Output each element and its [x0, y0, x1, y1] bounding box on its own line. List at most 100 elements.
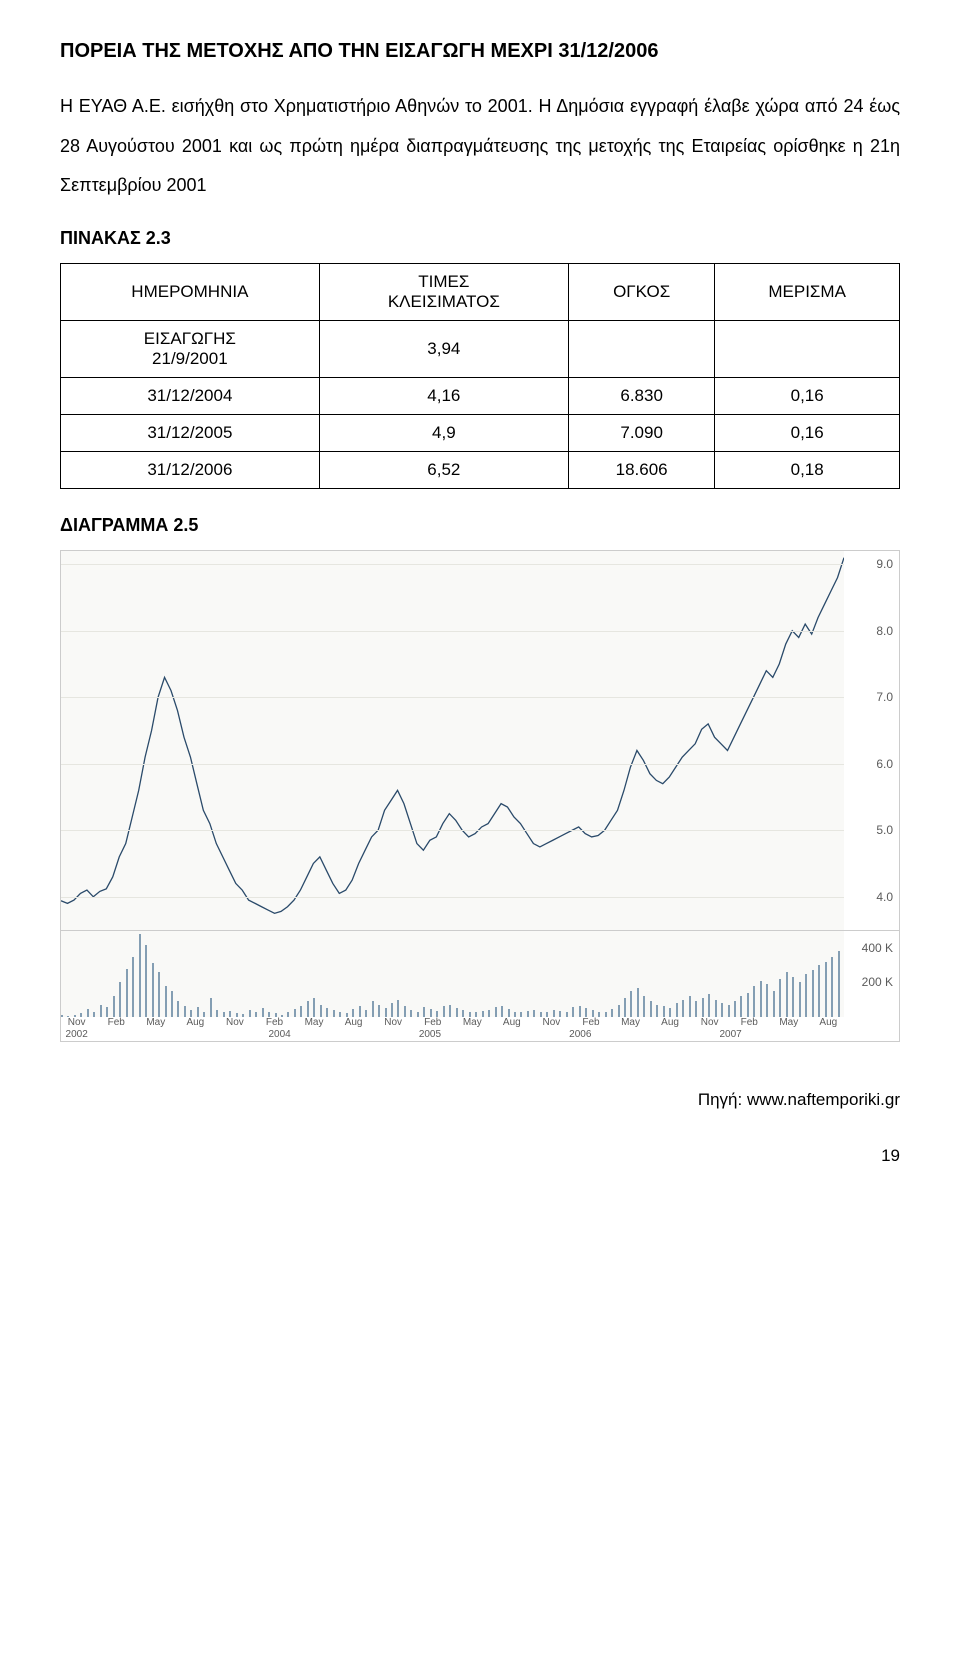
volume-bar	[799, 982, 801, 1016]
volume-bar	[579, 1006, 581, 1017]
volume-bar	[838, 951, 840, 1016]
volume-bar	[216, 1010, 218, 1017]
table-cell: 0,16	[715, 377, 900, 414]
table-cell: 18.606	[568, 451, 714, 488]
xaxis-month: Feb	[108, 1017, 125, 1028]
volume-bar	[734, 1001, 736, 1016]
volume-bar	[825, 962, 827, 1017]
data-table: ΗΜΕΡΟΜΗΝΙΑΤΙΜΕΣΚΛΕΙΣΙΜΑΤΟΣΟΓΚΟΣΜΕΡΙΣΜΑ Ε…	[60, 263, 900, 489]
volume-bar	[508, 1009, 510, 1017]
volume-bar	[592, 1010, 594, 1017]
xaxis-month: Nov	[542, 1017, 560, 1028]
volume-bar	[391, 1003, 393, 1017]
volume-bar	[760, 981, 762, 1017]
volume-bar	[611, 1009, 613, 1017]
table-cell: 4,9	[319, 414, 568, 451]
volume-bar	[87, 1009, 89, 1017]
volume-bar	[443, 1006, 445, 1016]
volume-bar	[624, 998, 626, 1017]
table-cell: 6.830	[568, 377, 714, 414]
volume-bar	[792, 977, 794, 1017]
volume-bar	[365, 1010, 367, 1017]
table-cell: 6,52	[319, 451, 568, 488]
table-row: 31/12/20044,166.8300,16	[61, 377, 900, 414]
volume-bar	[682, 1000, 684, 1017]
volume-bar	[397, 1000, 399, 1017]
volume-bar	[326, 1008, 328, 1017]
volume-bar	[689, 996, 691, 1017]
price-ytick: 4.0	[876, 890, 893, 904]
volume-bar	[177, 1001, 179, 1016]
volume-bar	[831, 957, 833, 1017]
xaxis-month: May	[621, 1017, 640, 1028]
volume-ytick: 200 K	[862, 975, 893, 989]
price-chart: 4.05.06.07.08.09.0	[61, 551, 899, 931]
volume-bar	[385, 1008, 387, 1017]
volume-bar	[643, 996, 645, 1017]
xaxis-month: Feb	[741, 1017, 758, 1028]
volume-bar	[158, 972, 160, 1017]
table-cell: 0,18	[715, 451, 900, 488]
xaxis-month: May	[463, 1017, 482, 1028]
volume-bar	[372, 1001, 374, 1016]
volume-bar	[152, 963, 154, 1016]
volume-bar	[779, 979, 781, 1017]
volume-bar	[132, 957, 134, 1017]
xaxis-month: Nov	[701, 1017, 719, 1028]
volume-ytick: 400 K	[862, 941, 893, 955]
xaxis-year: 2005	[419, 1029, 441, 1040]
volume-bar	[165, 986, 167, 1017]
volume-bar	[190, 1010, 192, 1017]
table-header: ΤΙΜΕΣΚΛΕΙΣΙΜΑΤΟΣ	[319, 263, 568, 320]
volume-bar	[184, 1006, 186, 1016]
volume-bar	[572, 1007, 574, 1016]
volume-bar	[650, 1001, 652, 1016]
volume-bar	[320, 1005, 322, 1017]
volume-bar	[197, 1007, 199, 1016]
volume-bar	[145, 945, 147, 1017]
xaxis-month: Nov	[68, 1017, 86, 1028]
xaxis-year: 2002	[66, 1029, 88, 1040]
chart-source: Πηγή: www.naftemporiki.gr	[60, 1090, 900, 1110]
price-ytick: 9.0	[876, 557, 893, 571]
diagram-label: ΔΙΑΓΡΑΜΜΑ 2.5	[60, 515, 900, 536]
table-header: ΜΕΡΙΣΜΑ	[715, 263, 900, 320]
volume-bar	[637, 988, 639, 1017]
volume-bar	[333, 1010, 335, 1017]
volume-bar	[294, 1009, 296, 1017]
price-ytick: 6.0	[876, 757, 893, 771]
volume-bar	[423, 1007, 425, 1016]
volume-bar	[488, 1010, 490, 1017]
volume-bar	[585, 1008, 587, 1017]
volume-bar	[669, 1008, 671, 1017]
volume-bar	[106, 1007, 108, 1016]
price-ytick: 7.0	[876, 690, 893, 704]
table-cell	[715, 320, 900, 377]
volume-bar	[113, 996, 115, 1017]
volume-bar	[462, 1010, 464, 1017]
table-row: ΕΙΣΑΓΩΓΗΣ21/9/20013,94	[61, 320, 900, 377]
volume-bar	[708, 994, 710, 1016]
xaxis-month: Aug	[186, 1017, 204, 1028]
volume-bar	[773, 991, 775, 1017]
table-header: ΟΓΚΟΣ	[568, 263, 714, 320]
xaxis-year: 2007	[719, 1029, 741, 1040]
volume-bar	[766, 984, 768, 1017]
table-row: 31/12/20066,5218.6060,18	[61, 451, 900, 488]
volume-bar	[702, 998, 704, 1017]
price-ytick: 5.0	[876, 823, 893, 837]
table-cell: 31/12/2004	[61, 377, 320, 414]
volume-bar	[721, 1003, 723, 1017]
table-label: ΠΙΝΑΚΑΣ 2.3	[60, 228, 900, 249]
volume-bar	[404, 1006, 406, 1016]
volume-bar	[139, 934, 141, 1017]
volume-bar	[747, 993, 749, 1017]
volume-bar	[352, 1009, 354, 1017]
volume-bar	[126, 969, 128, 1017]
volume-bar	[818, 965, 820, 1017]
volume-bar	[262, 1008, 264, 1017]
xaxis-month: Aug	[345, 1017, 363, 1028]
xaxis-month: Nov	[384, 1017, 402, 1028]
volume-bar	[618, 1005, 620, 1017]
xaxis-month: Nov	[226, 1017, 244, 1028]
